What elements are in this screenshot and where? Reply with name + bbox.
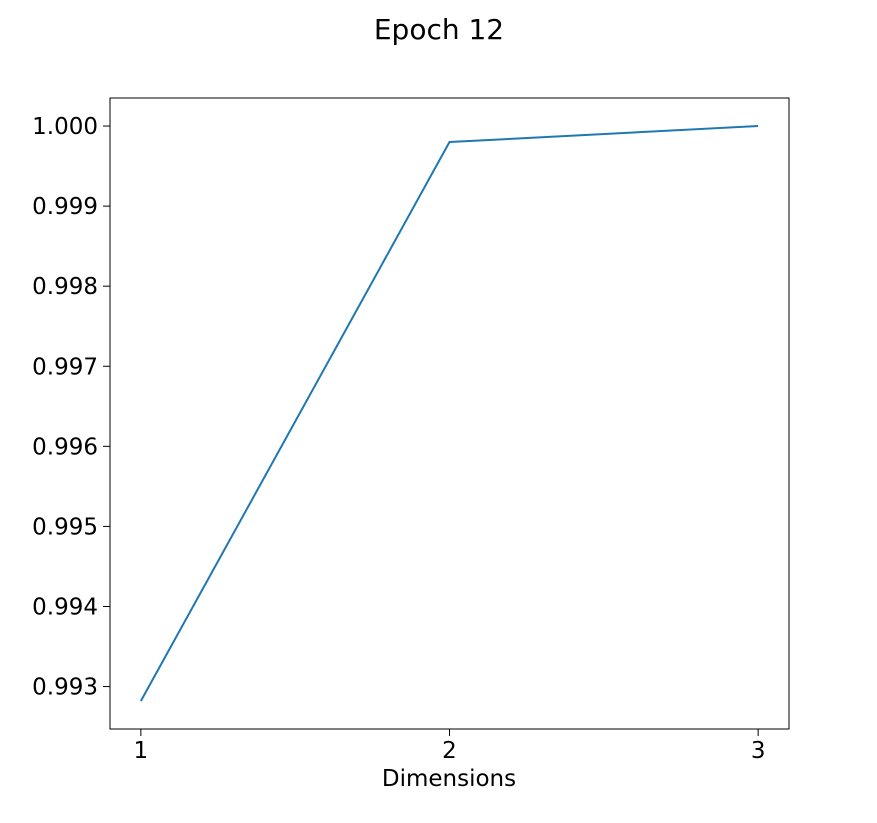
y-tick-label: 0.996 [32,434,98,460]
y-tick-label: 0.993 [32,675,98,701]
y-tick-label: 0.997 [32,354,98,380]
chart-title: Epoch 12 [374,13,504,46]
series-line [139,125,759,702]
y-tick-label: 0.999 [32,194,98,220]
y-tick-label: 0.994 [32,594,98,620]
plot-frame [109,97,790,730]
y-tick-label: 0.995 [32,514,98,540]
x-tick-label: 1 [134,738,149,764]
y-tick-label: 1.000 [32,114,98,140]
x-tick-label: 2 [442,738,457,764]
y-tick-label: 0.998 [32,274,98,300]
plot-area [139,125,759,702]
x-axis-label: Dimensions [382,766,516,792]
x-tick-label: 3 [751,738,766,764]
